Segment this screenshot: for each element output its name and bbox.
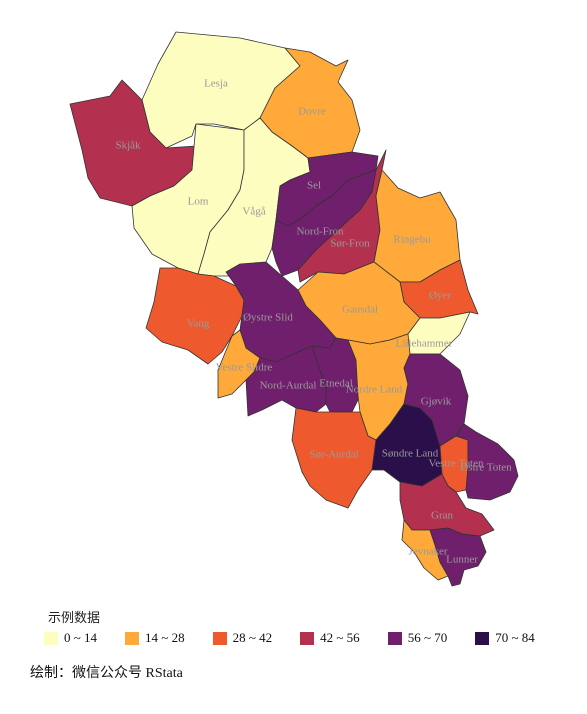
region-label-vestre-slidre: Vestre Slidre [216,362,273,374]
legend-item: 28 ~ 42 [212,630,273,646]
legend-item: 70 ~ 84 [475,630,535,646]
region-label-lesja: Lesja [204,78,228,90]
region-label-s-ndre-land: Søndre Land [382,448,439,460]
region-ringebu [373,169,461,283]
region-label-nord-fron: Nord-Fron [296,226,344,238]
legend-swatch [212,631,227,645]
region-label-nordre-land: Nordre Land [346,384,403,396]
region-label-jevnaker: Jevnaker [408,546,447,558]
legend-label: 70 ~ 84 [495,630,535,645]
region-label-etnedal: Etnedal [319,378,353,390]
region-label-ringebu: Ringebu [393,234,431,246]
legend-item: 42 ~ 56 [300,630,360,646]
legend-label: 42 ~ 56 [320,630,360,645]
region-nord-aurdal [245,345,331,417]
legend-label: 14 ~ 28 [145,630,185,645]
legend: 示例数据 0 ~ 14 14 ~ 28 28 ~ 42 42 ~ 56 56 ~ 70 7… [44,607,563,646]
legend-swatch [125,631,140,645]
region-vestre-slidre [217,329,261,399]
region-label-nord-aurdal: Nord-Aurdal [260,380,317,392]
region-stre-toten [455,423,519,501]
region-label-gran: Gran [431,510,453,522]
region-label-lunner: Lunner [446,554,478,566]
region-label-gausdal: Gausdal [342,304,378,316]
region-va-ga [197,117,311,277]
region-label-skja-k: Skjåk [115,140,141,152]
legend-title: 示例数据 [48,610,101,625]
region-label-va-ga: Vågå [242,206,265,218]
region-label-lom: Lom [188,196,209,208]
region-label-lillehammer: Lillehammer [396,338,453,350]
legend-swatch [475,631,490,645]
region-label-s-r-fron: Sør-Fron [330,238,370,250]
region-label-vestre-toten: Vestre Toten [429,458,484,470]
region-label-ystre-slid: Øystre Slid [243,312,293,324]
legend-swatch [300,631,315,645]
legend-item: 56 ~ 70 [387,630,448,646]
region-label-stre-toten: Østre Toten [460,462,512,474]
legend-label: 56 ~ 70 [407,630,448,645]
region-label-vang: Vang [187,318,210,330]
region-label-yer: Øyer [429,290,451,302]
legend-item: 14 ~ 28 [125,630,185,646]
legend-swatch [44,631,58,645]
region-label-gj-vik: Gjøvik [421,396,452,408]
region-label-sel: Sel [307,180,321,192]
region-label-dovre: Dovre [298,106,326,118]
legend-items: 0 ~ 14 14 ~ 28 28 ~ 42 42 ~ 56 56 ~ 70 70 ~ 8… [44,630,563,646]
legend-swatch [387,631,402,645]
credit-text: 绘制：微信公众号 RStata [30,666,183,681]
legend-item: 0 ~ 14 [44,630,97,646]
region-lunner [429,527,487,587]
legend-label: 0 ~ 14 [64,630,98,645]
legend-label: 28 ~ 42 [232,630,273,645]
region-label-s-r-aurdal: Sør-Aurdal [309,449,358,461]
map: Lesja Dovre Skjåk Lom Vågå Sel Nord-FronSør-Fr… [69,31,519,587]
